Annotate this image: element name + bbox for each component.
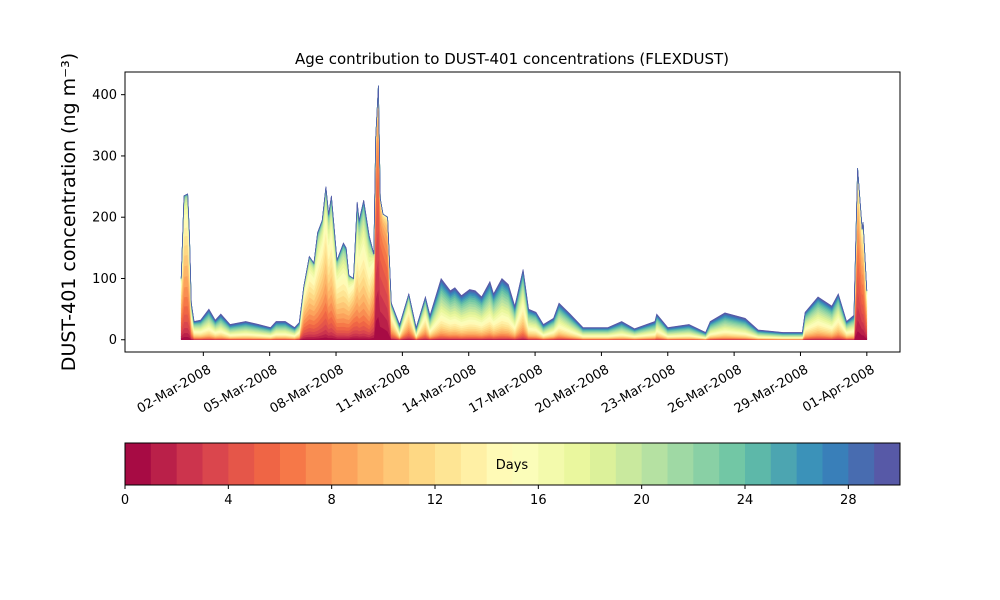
axes: 0 100 200 300 400 02-Mar-200805-Mar-200808-Ma… <box>92 71 901 417</box>
colorbar-swatch-19 <box>615 443 643 485</box>
colorbar-swatch-14 <box>486 443 513 485</box>
colorbar-tick-label: 16 <box>530 493 547 508</box>
x-tick-label: 14-Mar-2008 <box>400 362 479 416</box>
colorbar-swatch-12 <box>435 443 462 485</box>
colorbar-swatch-29 <box>874 443 901 485</box>
colorbar-swatch-6 <box>280 443 307 485</box>
x-tick-label: 11-Mar-2008 <box>334 362 413 416</box>
age-class-area-29 <box>180 85 868 334</box>
colorbar-tick-label: 20 <box>633 493 650 508</box>
colorbar-swatch-11 <box>409 443 436 485</box>
colorbar-swatch-10 <box>383 443 410 485</box>
x-tick-label: 29-Mar-2008 <box>732 362 811 416</box>
colorbar-swatch-5 <box>254 443 281 485</box>
colorbar-swatch-27 <box>822 443 849 485</box>
x-tick-label: 23-Mar-2008 <box>599 362 678 416</box>
colorbar-tick-label: 0 <box>121 493 129 508</box>
x-tick-label: 05-Mar-2008 <box>201 362 280 416</box>
colorbar-swatch-1 <box>150 443 178 485</box>
plot-frame <box>124 71 901 353</box>
x-tick-label: 20-Mar-2008 <box>533 362 612 416</box>
colorbar-swatch-2 <box>176 443 203 485</box>
colorbar-swatch-7 <box>305 443 333 485</box>
colorbar-swatch-20 <box>641 443 668 485</box>
colorbar-tick-label: 24 <box>737 493 754 508</box>
colorbar-tick-label: 12 <box>427 493 444 508</box>
colorbar-swatch-9 <box>357 443 384 485</box>
stacked-age-areas <box>180 85 868 341</box>
y-axis-label: DUST-401 concentration (ng m⁻³) <box>58 53 80 371</box>
colorbar-swatch-17 <box>564 443 591 485</box>
colorbar-tick-label: 8 <box>328 493 336 508</box>
colorbar-swatch-21 <box>667 443 694 485</box>
colorbar-swatch-26 <box>796 443 823 485</box>
x-tick-label: 02-Mar-2008 <box>135 362 214 416</box>
y-tick-label: 100 <box>92 272 117 287</box>
colorbar-swatch-0 <box>125 443 152 485</box>
colorbar-swatch-25 <box>770 443 798 485</box>
colorbar-swatch-13 <box>460 443 488 485</box>
y-tick-label: 300 <box>92 149 117 164</box>
x-tick-label: 17-Mar-2008 <box>466 362 545 416</box>
x-tick-label: 26-Mar-2008 <box>666 362 745 416</box>
colorbar-swatch-15 <box>512 443 539 485</box>
colorbar-label: Days <box>496 458 529 473</box>
colorbar-swatch-8 <box>331 443 358 485</box>
colorbar-swatch-22 <box>693 443 720 485</box>
y-tick-label: 200 <box>92 211 117 226</box>
y-tick-label: 400 <box>92 88 117 103</box>
colorbar-swatch-18 <box>590 443 617 485</box>
colorbar-tick-label: 28 <box>840 493 857 508</box>
colorbar-tick-label: 4 <box>224 493 232 508</box>
colorbar-swatch-28 <box>848 443 875 485</box>
x-tick-label: 08-Mar-2008 <box>267 362 346 416</box>
colorbar-swatch-24 <box>745 443 772 485</box>
chart-title: Age contribution to DUST-401 concentrati… <box>295 50 729 68</box>
colorbar-swatch-16 <box>538 443 565 485</box>
colorbar-swatch-4 <box>228 443 255 485</box>
age-class-area-18 <box>180 85 868 338</box>
y-tick-label: 0 <box>109 333 117 348</box>
colorbar-frame <box>124 442 901 486</box>
x-tick-label: 01-Apr-2008 <box>800 362 877 415</box>
colorbar-swatch-23 <box>719 443 746 485</box>
colorbar-swatch-3 <box>202 443 229 485</box>
colorbar: 0 4 8 12 16 20 24 28 <box>121 442 901 508</box>
